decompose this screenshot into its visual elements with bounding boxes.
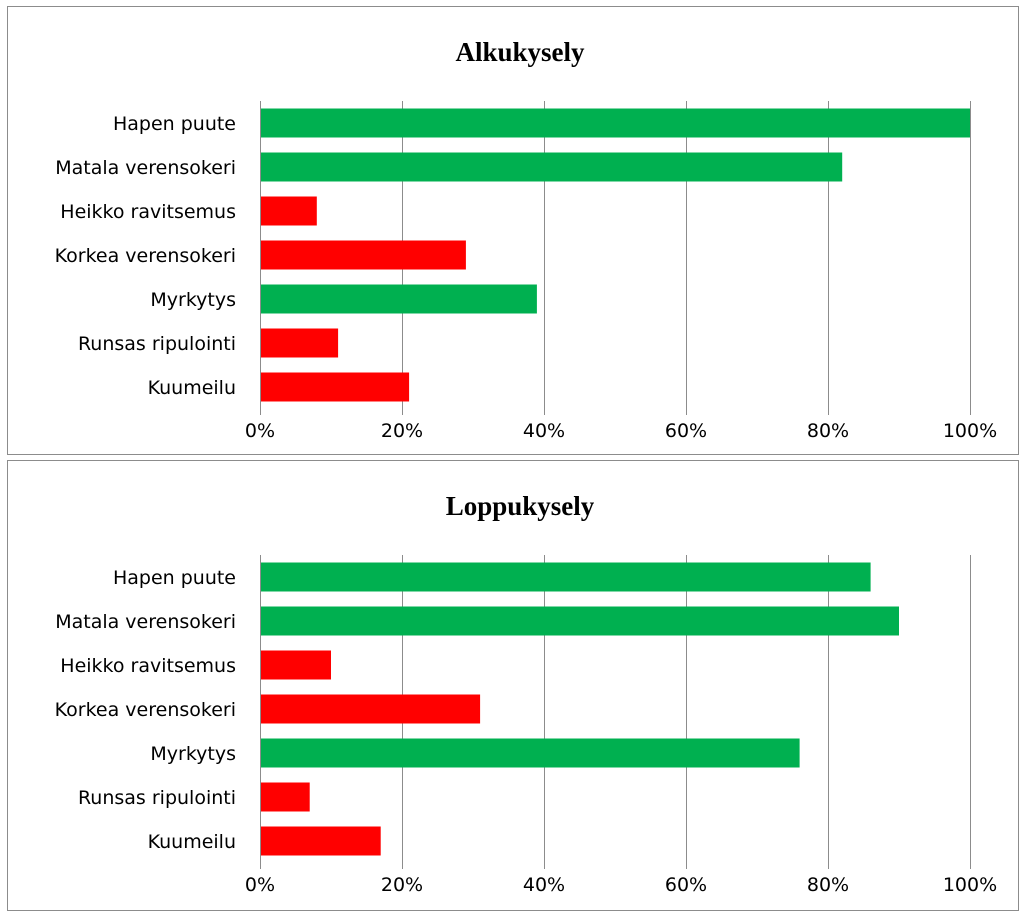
plot-area: Hapen puute Matala verensokeri Heikko ravi… (55, 101, 997, 442)
bar (261, 108, 970, 138)
tick-label: 100% (943, 420, 997, 442)
plot-area: Hapen puute Matala verensokeri Heikko ravi… (55, 555, 997, 896)
tick-label: 60% (665, 874, 707, 896)
category-label: Hapen puute (113, 567, 236, 589)
bar (261, 284, 537, 314)
bar (261, 782, 310, 812)
category-label: Matala verensokeri (55, 611, 236, 633)
category-label: Runsas ripulointi (78, 787, 236, 809)
tick-label: 80% (807, 874, 849, 896)
tick-label: 40% (523, 874, 565, 896)
tick-label: 80% (807, 420, 849, 442)
bar (261, 562, 871, 592)
bar (261, 650, 331, 680)
bar (261, 196, 317, 226)
category-label: Korkea verensokeri (55, 245, 236, 267)
tick-label: 60% (665, 420, 707, 442)
category-label: Heikko ravitsemus (60, 201, 236, 223)
tick-label: 20% (381, 420, 423, 442)
category-label: Matala verensokeri (55, 157, 236, 179)
tick-label: 100% (943, 874, 997, 896)
tick-label: 40% (523, 420, 565, 442)
bar (261, 240, 466, 270)
bar (261, 372, 410, 402)
chart-loppukysely: Loppukysely Hapen puute Matala verensoker… (55, 491, 998, 896)
bar (261, 152, 843, 182)
category-label: Myrkytys (150, 743, 236, 765)
chart-alkukysely: Alkukysely Hapen puute Matala verensokeri… (55, 37, 998, 442)
chart-title: Alkukysely (455, 37, 585, 67)
category-label: Kuumeilu (148, 831, 236, 853)
tick-label: 0% (245, 874, 275, 896)
chart-panel-loppukysely: Loppukysely Hapen puute Matala verensoker… (7, 460, 1019, 911)
tick-label: 20% (381, 874, 423, 896)
bar (261, 738, 800, 768)
chart-title: Loppukysely (446, 491, 595, 521)
category-label: Hapen puute (113, 113, 236, 135)
category-label: Myrkytys (150, 289, 236, 311)
bar (261, 606, 899, 636)
category-label: Korkea verensokeri (55, 699, 236, 721)
tick-label: 0% (245, 420, 275, 442)
category-label: Runsas ripulointi (78, 333, 236, 355)
bar (261, 826, 381, 856)
bar (261, 328, 339, 358)
category-label: Heikko ravitsemus (60, 655, 236, 677)
category-label: Kuumeilu (148, 377, 236, 399)
chart-panel-alkukysely: Alkukysely Hapen puute Matala verensokeri… (7, 6, 1019, 455)
bar (261, 694, 481, 724)
